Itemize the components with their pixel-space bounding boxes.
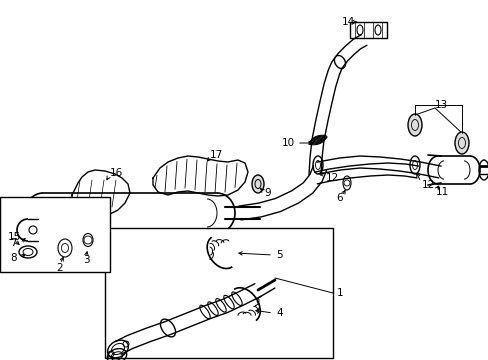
Bar xyxy=(105,228,332,358)
Text: 2: 2 xyxy=(57,263,63,273)
Text: 8: 8 xyxy=(10,253,17,263)
Text: 9: 9 xyxy=(264,188,270,198)
Text: 15: 15 xyxy=(8,232,21,242)
Text: 5: 5 xyxy=(275,250,282,260)
Text: 16: 16 xyxy=(110,168,123,178)
Ellipse shape xyxy=(454,132,468,154)
Text: 13: 13 xyxy=(434,100,447,110)
Text: 14: 14 xyxy=(341,17,354,27)
Text: 12: 12 xyxy=(325,173,339,183)
Text: 7: 7 xyxy=(10,238,17,248)
Ellipse shape xyxy=(251,175,264,193)
Text: 11: 11 xyxy=(435,187,448,197)
Text: 1: 1 xyxy=(336,288,343,298)
Circle shape xyxy=(33,252,37,256)
Text: 17: 17 xyxy=(209,150,223,160)
Text: 4: 4 xyxy=(275,308,282,318)
Text: 10: 10 xyxy=(281,138,294,148)
Text: 6: 6 xyxy=(336,193,343,203)
Ellipse shape xyxy=(407,114,421,136)
Text: 12: 12 xyxy=(421,180,434,190)
Bar xyxy=(0,197,110,272)
Text: 3: 3 xyxy=(82,255,89,265)
